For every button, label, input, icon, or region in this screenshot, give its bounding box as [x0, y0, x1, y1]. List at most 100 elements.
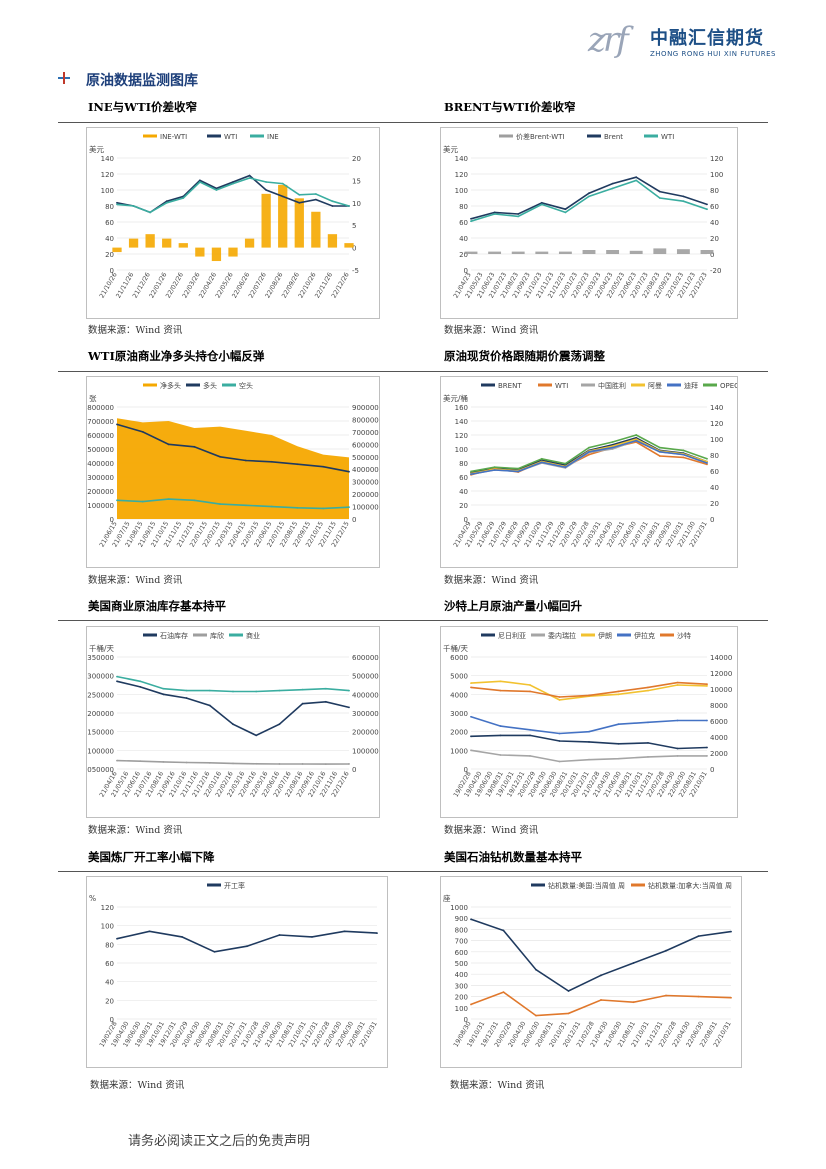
company-logo: zrf 中融汇信期货 ZHONG RONG HUI XIN FUTURES: [588, 18, 788, 64]
chart-point: [658, 455, 661, 457]
chart-point: [540, 203, 543, 206]
chart-point: [470, 682, 472, 685]
chart-point: [564, 462, 567, 465]
chart-point: [185, 761, 188, 764]
axis-unit-label: 美元: [443, 144, 458, 154]
chart-refinery-rate: 开工率%12010080604020019/02/2819/04/3019/06…: [86, 876, 388, 1068]
chart-point: [647, 689, 649, 692]
legend-label: 伊拉克: [634, 631, 655, 640]
chart-point: [535, 968, 537, 971]
legend-label: 价差Brent-WTI: [516, 132, 565, 141]
y-tick-label: 6000: [450, 654, 468, 662]
y-tick-label: 1100000: [86, 747, 114, 755]
y-tick-label: 1000: [450, 904, 468, 912]
chart-point: [139, 685, 142, 688]
chart-point: [470, 220, 472, 223]
y-tick-label: 1050000: [86, 766, 114, 774]
legend-label: 空头: [239, 381, 253, 390]
chart-point: [517, 215, 520, 218]
chart-point: [647, 686, 649, 689]
legend-label: 开工率: [224, 881, 245, 890]
chart-point: [139, 680, 142, 683]
y-tick-label: 60: [459, 219, 468, 227]
chart-point: [324, 687, 327, 690]
y-right-tick-label: 80: [710, 452, 719, 460]
y-right-tick-label: 600000: [352, 441, 379, 449]
chart-point: [141, 500, 144, 503]
chart-point: [278, 689, 281, 692]
y-tick-label: 100: [455, 187, 468, 195]
chart-point: [324, 700, 327, 703]
y-right-tick-label: 10: [352, 200, 361, 208]
y-right-tick-label: 40: [710, 484, 719, 492]
chart-point: [215, 189, 218, 191]
chart-point: [132, 205, 135, 207]
chart-point: [588, 195, 590, 198]
chart-point: [162, 687, 165, 690]
chart-point: [219, 503, 222, 505]
chart-point: [611, 187, 614, 190]
chart-bar: [211, 247, 222, 262]
y-right-tick-label: 0: [352, 766, 356, 774]
chart-point: [208, 704, 211, 707]
logo-mark: zrf: [588, 20, 629, 60]
chart-series-line: [116, 423, 350, 473]
chart-point: [116, 423, 118, 426]
y-right-tick-label: 0: [710, 516, 714, 524]
chart-bar: [464, 251, 478, 254]
chart-point: [470, 715, 472, 718]
y-right-tick-label: 140: [710, 404, 723, 412]
chart-point: [529, 734, 531, 737]
y-tick-label: 600000: [87, 432, 114, 440]
chart-point: [278, 934, 281, 936]
chart-point: [706, 203, 708, 206]
chart-point: [167, 443, 170, 446]
legend-label: 钻机数量:美国:当周值 周: [548, 881, 625, 890]
bullet-icon: [58, 72, 70, 84]
chart-point: [617, 757, 620, 760]
chart-point: [635, 434, 638, 436]
chart-point: [635, 436, 638, 439]
y-tick-label: 400: [455, 971, 468, 979]
chart-point: [647, 721, 649, 724]
chart-point: [470, 735, 472, 738]
chart-bar: [535, 251, 549, 254]
chart-point: [658, 197, 661, 199]
y-right-tick-label: 120: [710, 420, 723, 428]
chart-point: [697, 935, 700, 938]
y-tick-label: 100000: [87, 502, 114, 510]
y-tick-label: 100: [455, 1005, 468, 1013]
chart-point: [232, 182, 234, 185]
y-tick-label: 4000: [450, 691, 468, 699]
chart-point: [348, 689, 350, 692]
chart-point: [281, 182, 284, 185]
chart-point: [193, 445, 196, 448]
chart-point: [198, 179, 201, 182]
chart-point: [529, 755, 531, 757]
y-right-tick-label: 400000: [352, 691, 379, 699]
chart-point: [348, 706, 350, 709]
chart-point: [149, 211, 152, 214]
y-right-tick-label: 80: [710, 187, 719, 195]
legend-label: WTI: [555, 382, 568, 390]
chart-point: [517, 470, 520, 473]
y-right-tick-label: 2000: [710, 750, 728, 758]
chart-point: [248, 174, 251, 177]
chart-point: [470, 686, 472, 689]
chart-point: [314, 193, 317, 195]
chart-bar: [488, 251, 502, 254]
y-right-tick-label: 600000: [352, 654, 379, 662]
chart-title: 美国炼厂开工率小幅下降: [88, 850, 215, 864]
chart-point: [682, 456, 685, 459]
chart-point: [682, 449, 685, 452]
chart-point: [540, 201, 543, 204]
y-tick-label: 0: [110, 267, 114, 275]
chart-series-line: [116, 498, 350, 510]
chart-point: [470, 749, 472, 752]
chart-point: [139, 760, 142, 763]
y-right-tick-label: 800000: [352, 416, 379, 424]
chart-point: [665, 949, 667, 952]
y-right-tick-label: 10000: [710, 686, 732, 694]
chart-point: [558, 760, 561, 763]
